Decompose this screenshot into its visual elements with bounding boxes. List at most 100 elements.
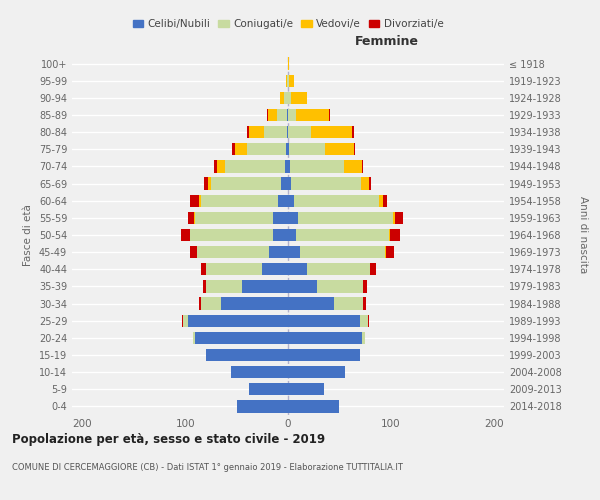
- Bar: [325, 143, 354, 156]
- Bar: [317, 280, 363, 292]
- Bar: [288, 349, 360, 361]
- Bar: [280, 92, 284, 104]
- Bar: [288, 383, 324, 396]
- Bar: [268, 109, 277, 121]
- Bar: [277, 109, 287, 121]
- Bar: [361, 178, 369, 190]
- Bar: [199, 194, 200, 207]
- Bar: [296, 109, 329, 121]
- Bar: [284, 92, 288, 104]
- Bar: [288, 126, 311, 138]
- Bar: [395, 212, 403, 224]
- Bar: [206, 349, 288, 361]
- Bar: [288, 160, 290, 172]
- Bar: [287, 109, 288, 121]
- Bar: [235, 143, 247, 156]
- Bar: [288, 280, 317, 292]
- Bar: [206, 263, 262, 276]
- Bar: [363, 298, 366, 310]
- Bar: [363, 280, 367, 292]
- Bar: [360, 314, 368, 327]
- Bar: [188, 314, 288, 327]
- Y-axis label: Anni di nascita: Anni di nascita: [578, 196, 588, 274]
- Bar: [203, 178, 208, 190]
- Bar: [311, 126, 352, 138]
- Bar: [247, 143, 286, 156]
- Bar: [217, 160, 225, 172]
- Bar: [288, 298, 334, 310]
- Bar: [203, 280, 206, 292]
- Bar: [288, 74, 289, 87]
- Bar: [225, 160, 285, 172]
- Bar: [389, 229, 390, 241]
- Bar: [197, 246, 269, 258]
- Text: Popolazione per età, sesso e stato civile - 2019: Popolazione per età, sesso e stato civil…: [12, 432, 325, 446]
- Bar: [265, 126, 287, 138]
- Bar: [281, 178, 288, 190]
- Bar: [288, 194, 294, 207]
- Bar: [352, 126, 354, 138]
- Bar: [221, 298, 288, 310]
- Bar: [369, 178, 371, 190]
- Bar: [288, 58, 289, 70]
- Bar: [200, 194, 278, 207]
- Legend: Celibi/Nubili, Coniugati/e, Vedovi/e, Divorziati/e: Celibi/Nubili, Coniugati/e, Vedovi/e, Di…: [128, 15, 448, 34]
- Bar: [287, 74, 288, 87]
- Bar: [208, 178, 211, 190]
- Bar: [249, 126, 265, 138]
- Bar: [278, 194, 288, 207]
- Bar: [390, 229, 400, 241]
- Bar: [249, 383, 288, 396]
- Bar: [379, 194, 383, 207]
- Bar: [289, 143, 325, 156]
- Bar: [288, 314, 360, 327]
- Bar: [291, 92, 307, 104]
- Bar: [288, 109, 296, 121]
- Bar: [211, 178, 281, 190]
- Bar: [242, 280, 288, 292]
- Text: Femmine: Femmine: [355, 35, 419, 48]
- Bar: [288, 263, 307, 276]
- Bar: [290, 160, 344, 172]
- Bar: [190, 194, 199, 207]
- Bar: [247, 126, 249, 138]
- Bar: [334, 298, 363, 310]
- Bar: [182, 314, 183, 327]
- Bar: [301, 246, 385, 258]
- Bar: [285, 160, 288, 172]
- Bar: [193, 332, 196, 344]
- Bar: [393, 212, 395, 224]
- Bar: [362, 160, 363, 172]
- Bar: [362, 332, 365, 344]
- Bar: [329, 109, 330, 121]
- Bar: [214, 160, 217, 172]
- Bar: [200, 263, 206, 276]
- Bar: [383, 194, 387, 207]
- Bar: [272, 212, 288, 224]
- Bar: [288, 143, 289, 156]
- Text: COMUNE DI CERCEMAGGIORE (CB) - Dati ISTAT 1° gennaio 2019 - Elaborazione TUTTITA: COMUNE DI CERCEMAGGIORE (CB) - Dati ISTA…: [12, 463, 403, 472]
- Bar: [288, 212, 298, 224]
- Bar: [206, 280, 242, 292]
- Bar: [288, 178, 291, 190]
- Bar: [354, 143, 355, 156]
- Bar: [232, 143, 235, 156]
- Bar: [288, 92, 291, 104]
- Bar: [232, 366, 288, 378]
- Bar: [286, 143, 288, 156]
- Bar: [190, 246, 197, 258]
- Bar: [294, 194, 379, 207]
- Bar: [199, 298, 200, 310]
- Bar: [262, 263, 288, 276]
- Bar: [196, 332, 288, 344]
- Bar: [307, 263, 370, 276]
- Bar: [272, 229, 288, 241]
- Bar: [236, 400, 288, 412]
- Bar: [288, 332, 362, 344]
- Bar: [183, 314, 188, 327]
- Bar: [288, 366, 344, 378]
- Bar: [269, 246, 288, 258]
- Bar: [291, 178, 361, 190]
- Bar: [288, 400, 340, 412]
- Bar: [296, 229, 389, 241]
